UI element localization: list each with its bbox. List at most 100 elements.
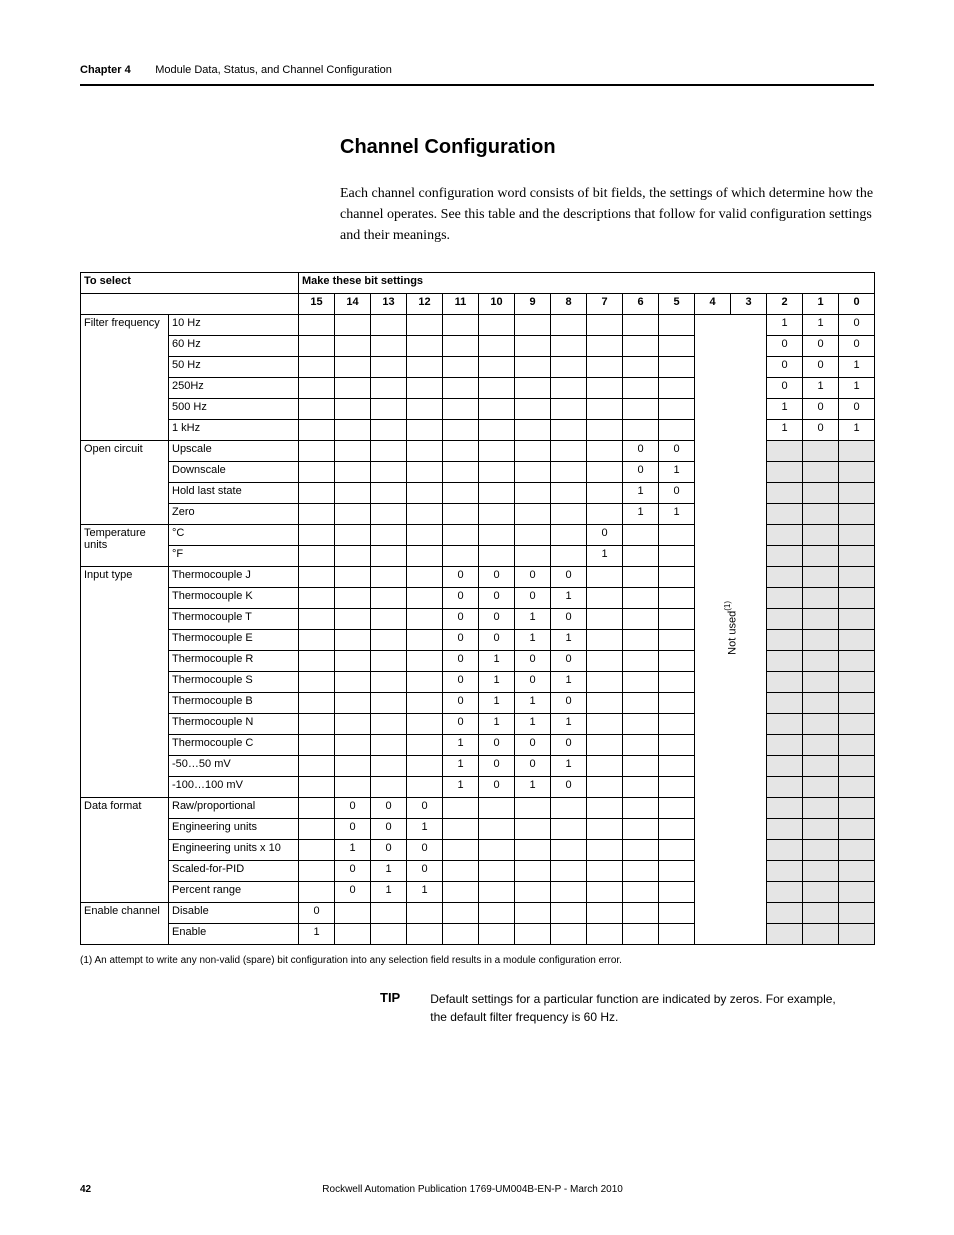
chapter-title: Module Data, Status, and Channel Configu… [155, 64, 392, 76]
bit-cell [479, 840, 515, 861]
bit-cell: 0 [479, 588, 515, 609]
table-body: Filter frequency10 HzNot used(1)11060 Hz… [81, 315, 875, 945]
option-cell: Thermocouple K [169, 588, 299, 609]
bit-cell: 0 [659, 441, 695, 462]
bit-cell [515, 924, 551, 945]
bit-cell [335, 651, 371, 672]
bit-cell: 0 [515, 588, 551, 609]
bit-cell: 1 [515, 630, 551, 651]
shaded-cell [803, 672, 839, 693]
bit-cell [515, 840, 551, 861]
bit-cell [407, 693, 443, 714]
bit-cell [623, 672, 659, 693]
bit-cell [371, 441, 407, 462]
bit-cell: 0 [371, 798, 407, 819]
bit-cell [659, 714, 695, 735]
bit-cell: 0 [371, 819, 407, 840]
bit-cell [623, 525, 659, 546]
bit-cell: 1 [299, 924, 335, 945]
bit-cell: 0 [479, 609, 515, 630]
bit-cell: 0 [515, 672, 551, 693]
bit-cell [299, 567, 335, 588]
bit-cell [587, 567, 623, 588]
bit-cell [659, 882, 695, 903]
bit-cell: 1 [479, 651, 515, 672]
bit-cell [443, 462, 479, 483]
page-footer: 42 Rockwell Automation Publication 1769-… [80, 1184, 874, 1195]
bit-column-header: 15 [299, 294, 335, 315]
bit-cell: 1 [623, 504, 659, 525]
bit-cell [659, 315, 695, 336]
bit-cell: 0 [803, 336, 839, 357]
table-head: To select Make these bit settings 151413… [81, 273, 875, 315]
bit-cell: 0 [839, 336, 875, 357]
shaded-cell [839, 735, 875, 756]
section-title: Channel Configuration [340, 136, 874, 159]
bit-cell: 0 [515, 735, 551, 756]
shaded-cell [803, 546, 839, 567]
bit-cell [335, 714, 371, 735]
bit-cell [515, 525, 551, 546]
bit-cell [479, 378, 515, 399]
bit-cell: 1 [407, 882, 443, 903]
bit-column-header: 6 [623, 294, 659, 315]
bit-cell [407, 588, 443, 609]
bit-cell [299, 315, 335, 336]
bit-cell: 1 [443, 735, 479, 756]
bit-cell [479, 462, 515, 483]
bit-cell [659, 378, 695, 399]
option-cell: Thermocouple N [169, 714, 299, 735]
bit-column-header: 9 [515, 294, 551, 315]
bit-cell: 1 [371, 882, 407, 903]
bit-cell [335, 357, 371, 378]
bit-cell: 1 [551, 714, 587, 735]
bit-cell [371, 630, 407, 651]
bit-cell [551, 819, 587, 840]
bit-cell: 1 [515, 609, 551, 630]
bit-cell [659, 336, 695, 357]
option-cell: 500 Hz [169, 399, 299, 420]
shaded-cell [767, 693, 803, 714]
bit-cell: 1 [659, 462, 695, 483]
bit-cell [659, 693, 695, 714]
shaded-cell [803, 903, 839, 924]
bit-cell [623, 714, 659, 735]
bit-cell [587, 714, 623, 735]
bit-cell [479, 399, 515, 420]
tip-label: TIP [380, 990, 400, 1005]
bit-cell: 0 [623, 462, 659, 483]
shaded-cell [839, 756, 875, 777]
bit-cell [587, 357, 623, 378]
bit-cell [515, 861, 551, 882]
shaded-cell [803, 483, 839, 504]
bit-cell [299, 630, 335, 651]
bit-cell [515, 504, 551, 525]
bit-cell [335, 588, 371, 609]
shaded-cell [839, 861, 875, 882]
shaded-cell [839, 462, 875, 483]
bit-cell: 0 [803, 420, 839, 441]
option-cell: -50…50 mV [169, 756, 299, 777]
shaded-cell [767, 672, 803, 693]
shaded-cell [803, 798, 839, 819]
bit-cell [335, 546, 371, 567]
bit-cell [623, 567, 659, 588]
bit-cell [587, 378, 623, 399]
option-cell: Engineering units [169, 819, 299, 840]
option-cell: 1 kHz [169, 420, 299, 441]
bit-cell [299, 651, 335, 672]
shaded-cell [803, 504, 839, 525]
bit-cell [515, 903, 551, 924]
bit-cell [587, 441, 623, 462]
bit-cell [443, 315, 479, 336]
bit-cell [335, 336, 371, 357]
bit-cell: 0 [335, 861, 371, 882]
bit-cell: 0 [551, 609, 587, 630]
bit-cell [515, 399, 551, 420]
bit-cell [659, 819, 695, 840]
footer-spacer [854, 1184, 874, 1195]
bit-cell [335, 420, 371, 441]
bit-cell [551, 840, 587, 861]
bit-cell [407, 336, 443, 357]
shaded-cell [839, 630, 875, 651]
